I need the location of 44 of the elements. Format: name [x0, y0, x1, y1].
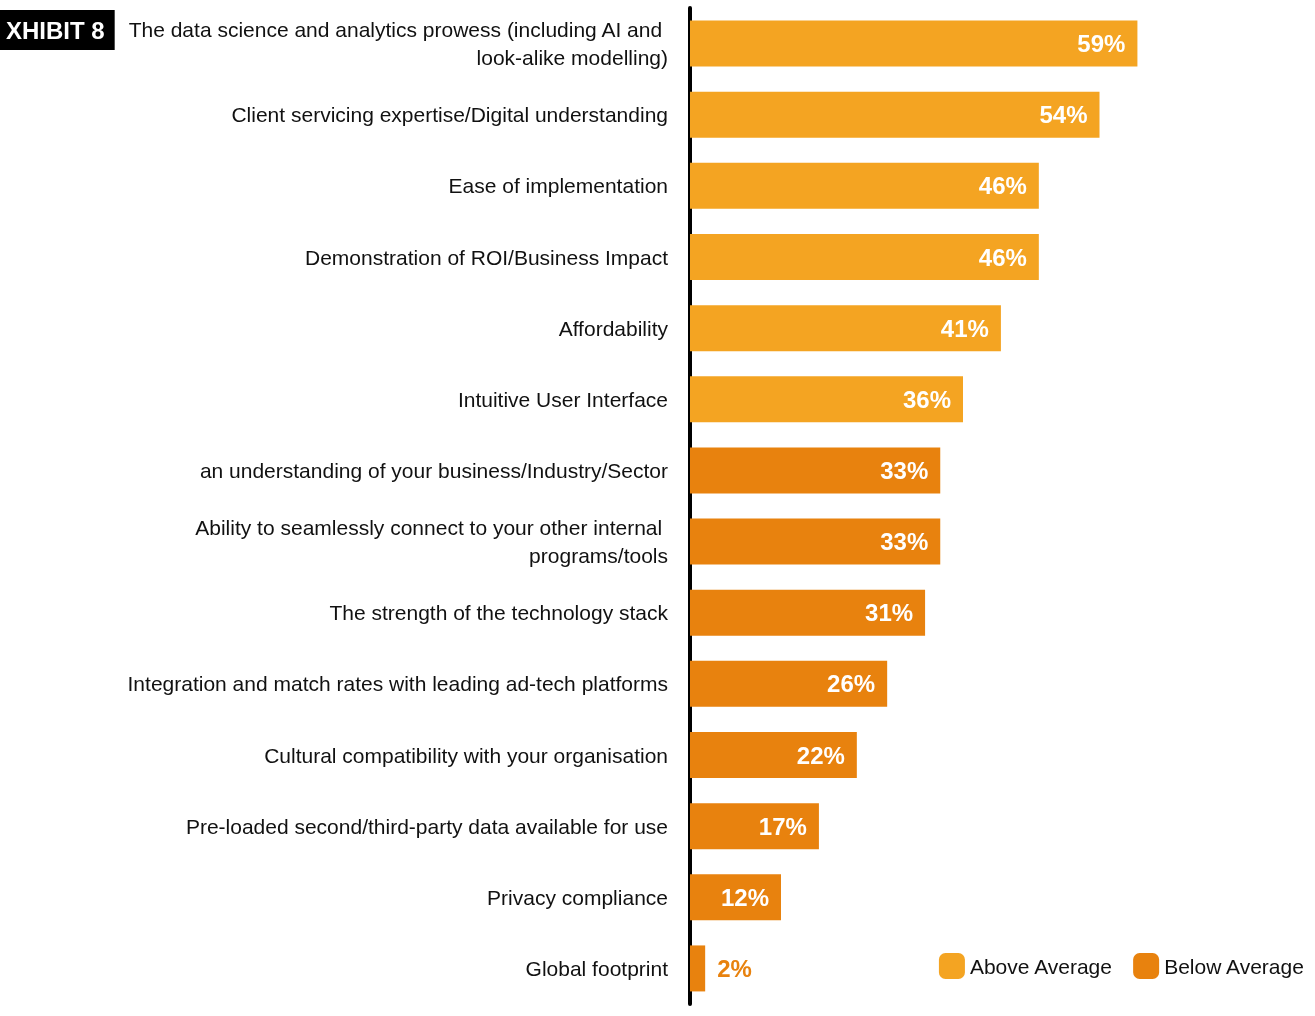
data-label: 36%	[902, 385, 951, 413]
y-tick-label: Client servicing expertise/Digital understanding	[231, 103, 668, 127]
data-label: 31%	[865, 599, 914, 627]
y-tick-label: Privacy compliance	[487, 885, 668, 909]
data-label: 54%	[1039, 101, 1088, 129]
bar	[690, 589, 926, 636]
data-label: 46%	[978, 172, 1027, 200]
bar	[690, 162, 1039, 209]
data-label: 33%	[880, 528, 929, 556]
legend-label: Above Average	[969, 954, 1112, 978]
data-label: 2%	[717, 954, 752, 982]
bar	[690, 447, 941, 494]
y-tick-label: Cultural compatibility with your organisation	[264, 743, 668, 767]
text: XHIBIT 8	[6, 16, 105, 44]
bar	[690, 660, 888, 707]
bar	[690, 20, 1138, 67]
y-tick-label: The data science and analytics prowess (including AI and look-alike modelling)	[128, 18, 668, 70]
bar	[690, 234, 1039, 280]
y-tick-label: Ability to seamlessly connect to your other internal programs/tools	[195, 516, 668, 568]
y-tick-label: Integration and match rates with leading ad-tech platforms	[127, 672, 668, 696]
legend-label: Below Average	[1164, 954, 1304, 978]
data-label: 26%	[827, 670, 876, 698]
bar	[690, 945, 706, 992]
y-tick-label: Affordability	[558, 316, 669, 340]
bar	[690, 518, 941, 565]
bar	[690, 305, 1001, 352]
data-label: 46%	[978, 243, 1027, 271]
y-tick-label: Ease of implementation	[448, 174, 668, 198]
y-tick-label: Intuitive User Interface	[457, 387, 668, 411]
bar	[690, 91, 1100, 138]
data-label: 59%	[1077, 30, 1126, 58]
data-label: 12%	[720, 883, 769, 911]
y-tick-label: Global footprint	[525, 956, 669, 980]
data-label: 22%	[796, 741, 845, 769]
bar	[690, 376, 963, 423]
data-label: 17%	[758, 812, 807, 840]
y-tick-label: Pre-loaded second/third-party data available for use	[185, 814, 668, 838]
data-label: 41%	[940, 314, 989, 342]
y-tick-label: an understanding of your business/Industry/Sector	[199, 458, 668, 482]
data-label: 33%	[880, 456, 929, 484]
y-tick-label: Demonstration of ROI/Business Impact	[305, 245, 669, 269]
bar	[690, 803, 819, 850]
bar	[690, 732, 857, 778]
y-tick-label: The strength of the technology stack	[329, 601, 669, 625]
